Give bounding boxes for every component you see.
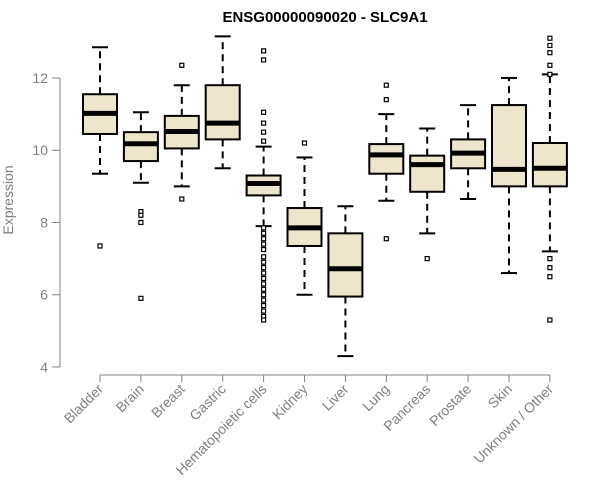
iqr-box <box>327 232 364 298</box>
box-unknown-other <box>531 35 568 323</box>
outlier-point <box>261 286 267 292</box>
box-lung <box>368 82 405 242</box>
y-tick-label: 10 <box>32 142 48 158</box>
outlier-point <box>383 236 389 242</box>
outlier-point <box>547 62 553 68</box>
box-prostate <box>450 104 487 200</box>
box-hematopoietic-cells <box>245 48 282 323</box>
outlier-point <box>261 225 267 231</box>
outlier-point <box>261 138 267 144</box>
x-tick-label: Prostate <box>426 381 474 429</box>
outlier-point <box>261 275 267 282</box>
outlier-point <box>179 196 185 202</box>
x-tick-label: Brain <box>113 381 147 415</box>
iqr-box <box>531 142 568 188</box>
outlier-point <box>261 246 267 253</box>
outlier-point <box>261 317 267 323</box>
box-skin <box>491 76 527 275</box>
outlier-point <box>261 129 267 135</box>
outlier-point <box>261 241 267 247</box>
y-axis-label: Expression <box>0 165 16 234</box>
x-tick-label: Kidney <box>269 381 311 423</box>
outlier-point <box>383 97 389 103</box>
box-pancreas <box>409 127 446 262</box>
x-tick-label: Bladder <box>61 381 107 427</box>
iqr-box <box>122 131 159 163</box>
iqr-box <box>409 154 446 193</box>
outlier-point <box>261 109 267 115</box>
outlier-point <box>261 265 267 271</box>
iqr-box <box>204 84 241 141</box>
outlier-point <box>547 42 553 49</box>
box-liver <box>327 205 364 358</box>
iqr-box <box>491 104 527 188</box>
outlier-point <box>261 57 267 63</box>
outlier-point <box>547 71 553 77</box>
outlier-point <box>138 212 144 218</box>
outlier-point <box>424 256 430 262</box>
y-tick-label: 8 <box>40 214 48 230</box>
outlier-point <box>261 281 267 287</box>
plot-area <box>82 35 568 358</box>
outlier-point <box>547 274 553 280</box>
x-tick-label: Lung <box>359 381 392 414</box>
box-kidney <box>286 140 323 296</box>
outlier-point <box>547 50 553 56</box>
outlier-point <box>547 317 553 323</box>
outlier-point <box>138 295 144 301</box>
outlier-point <box>547 256 553 262</box>
outlier-point <box>138 219 144 226</box>
outlier-point <box>261 302 267 309</box>
iqr-box <box>368 143 405 175</box>
y-tick-label: 12 <box>32 70 48 86</box>
outlier-point <box>547 35 553 41</box>
outlier-point <box>261 230 267 236</box>
box-brain <box>122 111 159 301</box>
y-tick-label: 4 <box>40 359 48 375</box>
y-tick-label: 6 <box>40 287 48 303</box>
x-tick-label: Liver <box>319 381 352 414</box>
box-breast <box>163 62 200 202</box>
outlier-point <box>261 297 267 303</box>
outlier-point <box>261 254 267 260</box>
outlier-point <box>97 243 103 249</box>
outlier-point <box>179 62 185 68</box>
x-tick-label: Breast <box>148 381 188 421</box>
y-axis: 4 6 8 10 12 <box>32 70 61 375</box>
outlier-point <box>261 236 267 242</box>
outlier-point <box>261 259 267 265</box>
outlier-point <box>261 48 267 54</box>
outlier-point <box>301 140 308 146</box>
outlier-point <box>383 82 389 88</box>
x-tick-label: Skin <box>485 381 516 412</box>
box-gastric <box>204 35 241 170</box>
outlier-point <box>261 308 267 314</box>
box-bladder <box>82 46 118 249</box>
outlier-point <box>261 270 267 276</box>
outlier-point <box>261 120 267 126</box>
outlier-point <box>261 292 267 298</box>
chart-title: ENSG00000090020 - SLC9A1 <box>222 9 427 26</box>
outlier-point <box>547 265 553 271</box>
